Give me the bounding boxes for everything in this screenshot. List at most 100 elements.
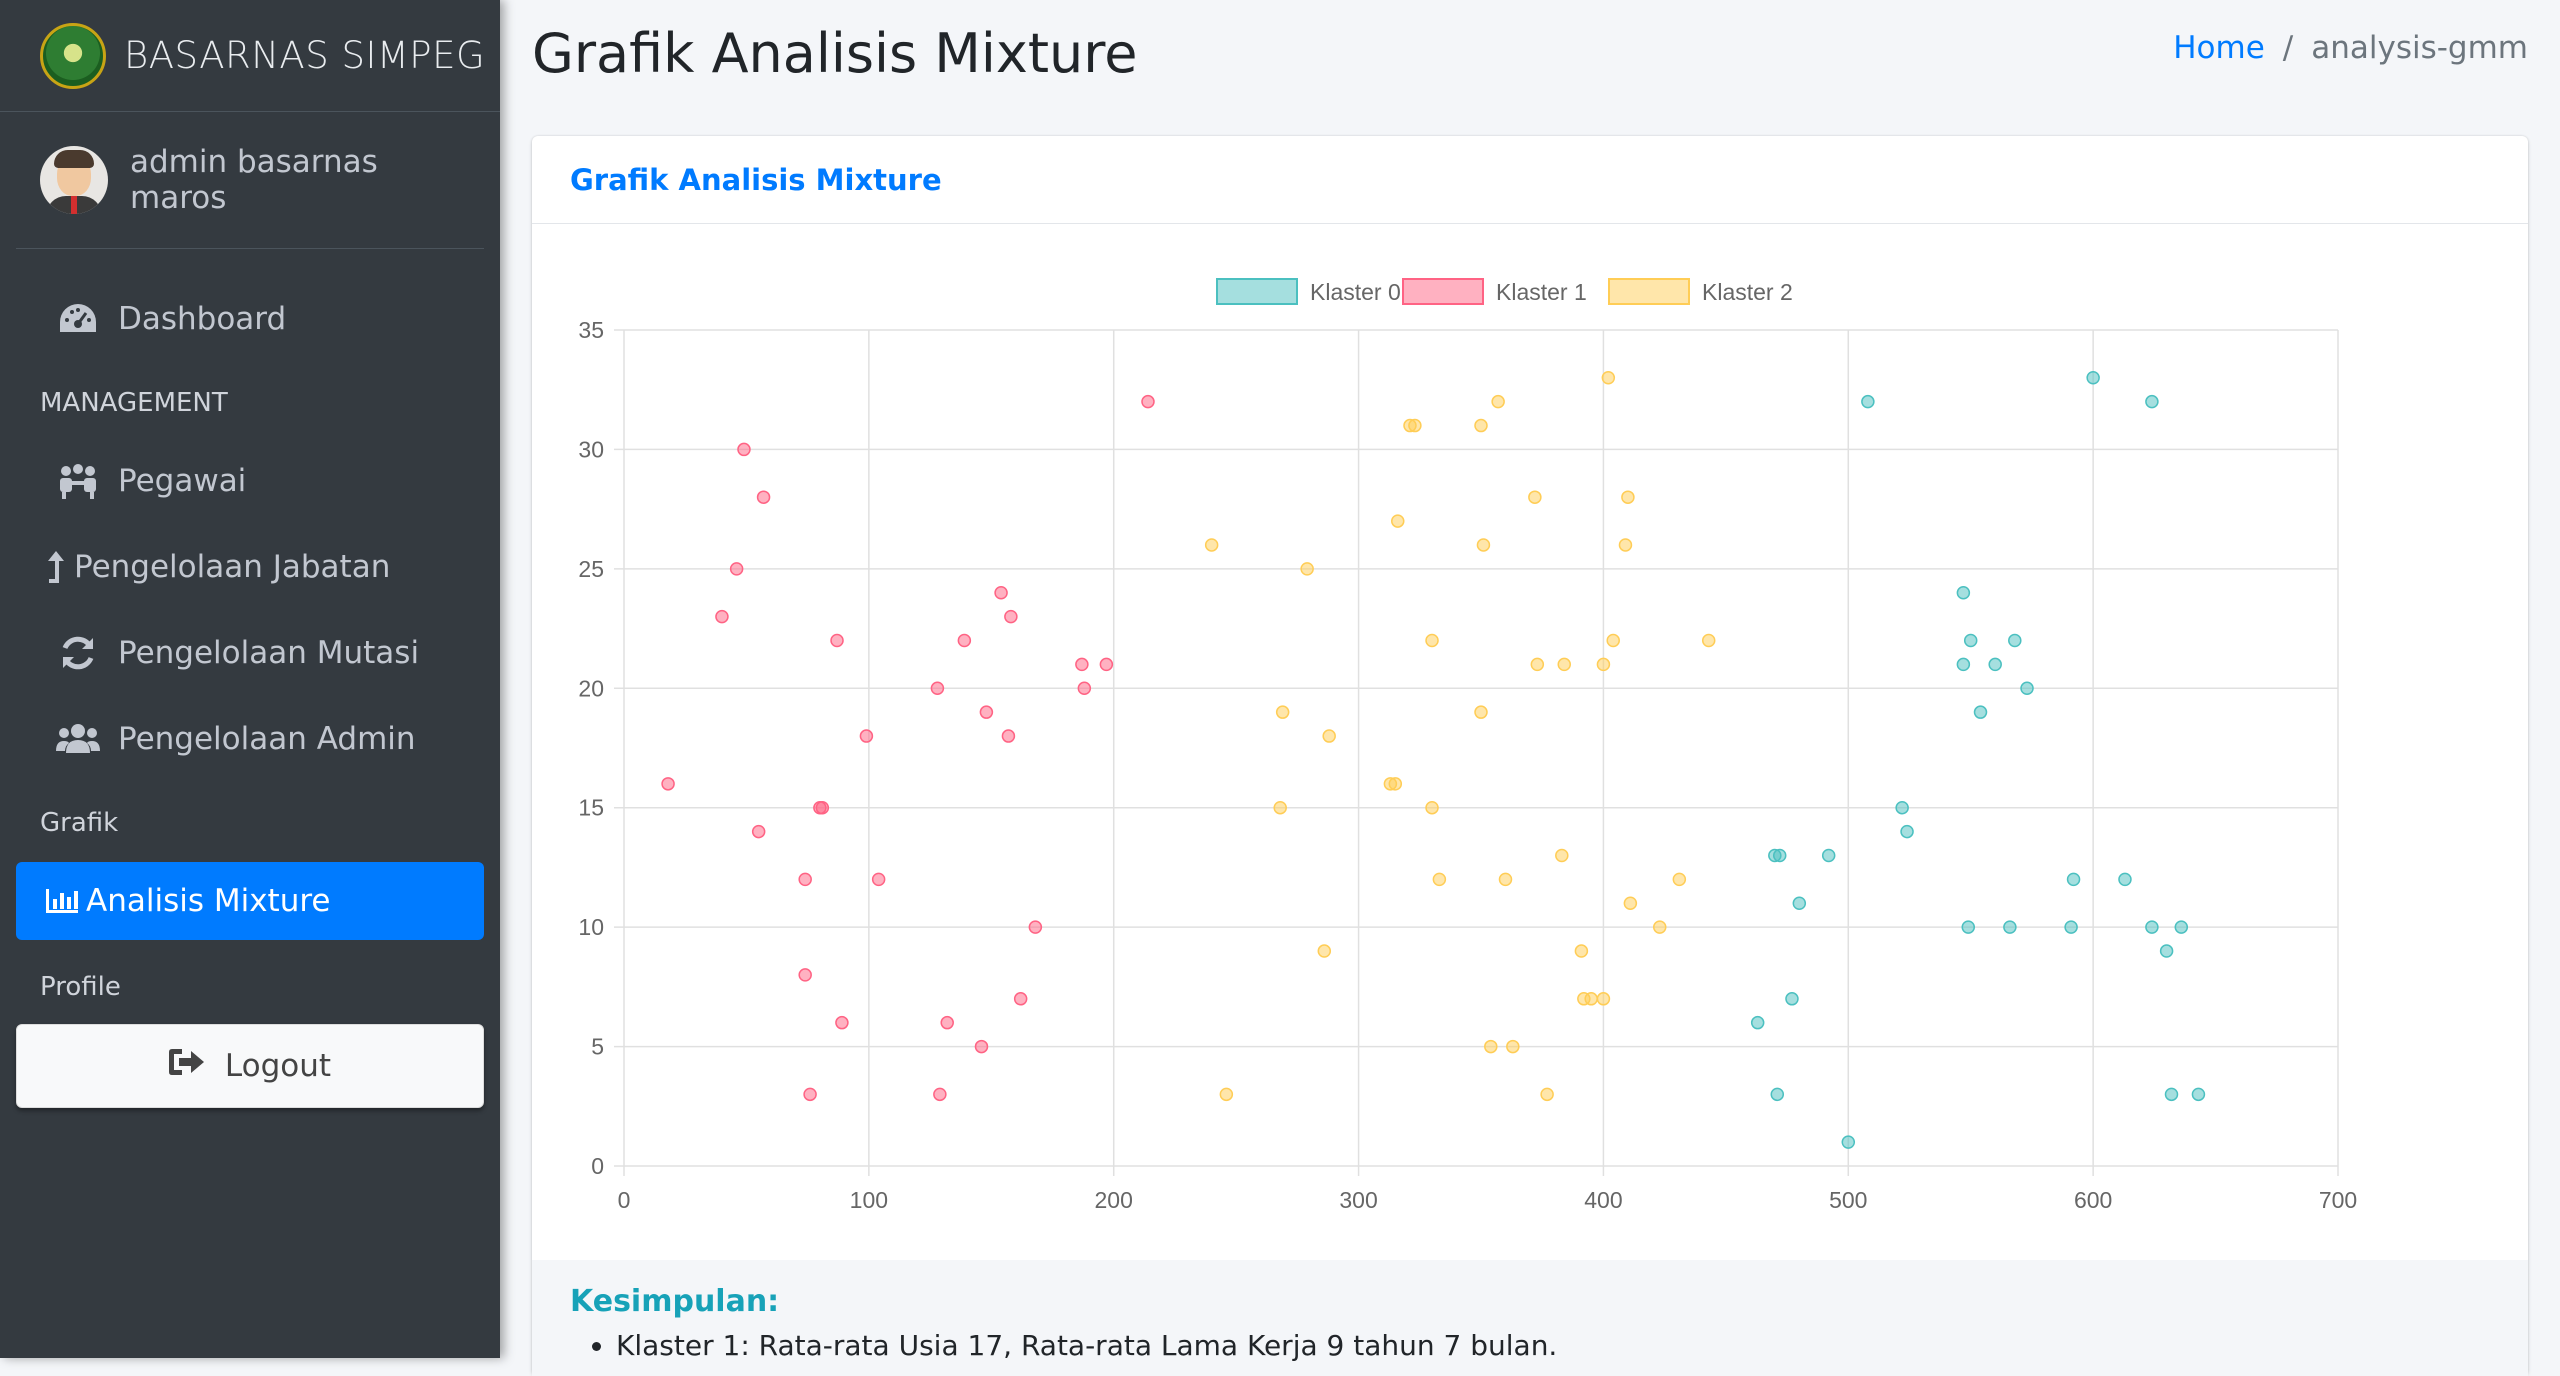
x-tick-label: 500 xyxy=(1829,1187,1867,1213)
x-tick-label: 100 xyxy=(850,1187,888,1213)
logout-button[interactable]: Logout xyxy=(16,1024,484,1108)
basarnas-logo xyxy=(40,22,106,89)
data-point xyxy=(2003,920,2017,934)
sidebar-item-label: Pengelolaan Mutasi xyxy=(118,635,420,671)
nav-header-management: MANAGEMENT xyxy=(40,388,228,418)
data-point xyxy=(2020,681,2034,696)
data-point xyxy=(2064,920,2078,934)
y-tick-label: 30 xyxy=(578,436,604,462)
level-up-icon xyxy=(46,547,66,587)
nav-header-profile: Profile xyxy=(40,972,121,1002)
brand[interactable]: BASARNAS SIMPEG xyxy=(0,0,500,112)
data-point xyxy=(2174,920,2189,934)
data-point xyxy=(1988,657,2002,672)
tachometer-icon xyxy=(56,299,100,339)
data-point xyxy=(1770,1087,1785,1102)
data-point xyxy=(1273,800,1287,815)
scatter-chart[interactable]: 0 100 200 300 400 500 600 700 0 5 10 15 20 25 30 35 Klas… xyxy=(532,224,2528,1260)
user-name[interactable]: admin basarnas maros xyxy=(130,144,378,216)
breadcrumb-home-link[interactable]: Home xyxy=(2173,30,2265,66)
data-point xyxy=(1141,394,1155,409)
data-point xyxy=(1491,394,1505,409)
data-point xyxy=(1013,992,1028,1006)
breadcrumb: Home / analysis-gmm xyxy=(2173,30,2528,66)
sidebar-item-dashboard[interactable]: Dashboard xyxy=(16,280,484,358)
data-point xyxy=(2164,1087,2179,1102)
data-point xyxy=(2191,1087,2206,1102)
data-point xyxy=(1900,824,1914,839)
data-point xyxy=(1555,848,1569,863)
data-point xyxy=(994,585,1008,600)
legend-swatch xyxy=(1216,278,1298,305)
y-tick-label: 20 xyxy=(578,675,604,701)
data-point xyxy=(1606,633,1620,648)
main-content: Grafik Analisis Mixture Home / analysis-… xyxy=(500,0,2560,1376)
data-point xyxy=(1390,514,1405,528)
data-point xyxy=(1895,800,1909,815)
data-point xyxy=(715,609,729,624)
data-point xyxy=(661,777,675,791)
data-point xyxy=(1476,538,1491,552)
data-point xyxy=(1528,490,1542,504)
chart-area: 0 100 200 300 400 500 600 700 0 5 10 15 20 25 30 35 Klas… xyxy=(532,224,2528,1260)
sync-icon xyxy=(56,633,100,673)
data-point xyxy=(1425,633,1439,648)
legend-swatch xyxy=(1402,278,1484,305)
brand-title: BASARNAS SIMPEG xyxy=(124,34,486,77)
data-point xyxy=(1652,920,1667,934)
sidebar-item-label: Analisis Mixture xyxy=(86,883,331,919)
sidebar-item-label: Pengelolaan Jabatan xyxy=(74,549,391,585)
sidebar-item-admin[interactable]: Pengelolaan Admin xyxy=(16,700,484,778)
data-point xyxy=(933,1087,947,1102)
breadcrumb-current: analysis-gmm xyxy=(2311,30,2528,66)
data-point xyxy=(1028,920,1043,934)
y-tick-label: 35 xyxy=(578,317,604,343)
data-point xyxy=(1322,729,1336,743)
data-point xyxy=(813,800,827,815)
sidebar-item-analisis-mixture[interactable]: Analisis Mixture xyxy=(16,862,484,940)
data-point xyxy=(957,633,972,648)
data-point xyxy=(1432,872,1447,887)
data-point xyxy=(2066,872,2081,887)
data-point xyxy=(1701,633,1716,648)
data-point xyxy=(1596,992,1611,1006)
data-point xyxy=(1792,896,1807,911)
data-point xyxy=(1973,705,1988,719)
data-point xyxy=(1219,1087,1234,1102)
data-point xyxy=(1772,848,1787,863)
x-tick-label: 400 xyxy=(1584,1187,1622,1213)
sidebar-item-label: Dashboard xyxy=(118,301,287,337)
data-point xyxy=(1821,848,1836,863)
data-point xyxy=(1408,418,1422,433)
sidebar-item-pegawai[interactable]: Pegawai xyxy=(16,442,484,520)
data-point xyxy=(1004,609,1018,624)
sidebar-item-jabatan[interactable]: Pengelolaan Jabatan xyxy=(16,528,484,606)
sidebar-item-mutasi[interactable]: Pengelolaan Mutasi xyxy=(16,614,484,692)
data-point xyxy=(1956,585,1971,600)
y-tick-label: 0 xyxy=(591,1153,604,1179)
data-point xyxy=(1300,562,1314,576)
data-point xyxy=(803,1087,817,1102)
legend-label: Klaster 2 xyxy=(1702,279,1793,305)
data-point xyxy=(2118,872,2132,887)
data-point xyxy=(1204,538,1219,552)
data-point xyxy=(1498,872,1513,887)
user-panel[interactable]: admin basarnas maros xyxy=(16,112,484,249)
sidebar: BASARNAS SIMPEG admin basarnas maros Das… xyxy=(0,0,500,1358)
users-icon xyxy=(56,719,100,759)
data-point xyxy=(1474,705,1488,719)
data-point xyxy=(2145,394,2159,409)
data-point xyxy=(1963,633,1978,648)
conclusion-title: Kesimpulan: xyxy=(570,1284,780,1319)
y-tick-label: 15 xyxy=(578,795,604,821)
data-point xyxy=(1557,657,1572,672)
legend-label: Klaster 1 xyxy=(1496,279,1587,305)
data-point xyxy=(1596,657,1611,672)
breadcrumb-separator: / xyxy=(2282,30,2294,66)
data-point xyxy=(798,968,812,982)
data-point xyxy=(1785,992,1799,1006)
sidebar-item-label: Pengelolaan Admin xyxy=(118,721,416,757)
data-point xyxy=(1001,729,1016,743)
data-point xyxy=(830,633,844,648)
chart-card: Grafik Analisis Mixture 0 100 200 300 400 500… xyxy=(532,136,2528,1376)
